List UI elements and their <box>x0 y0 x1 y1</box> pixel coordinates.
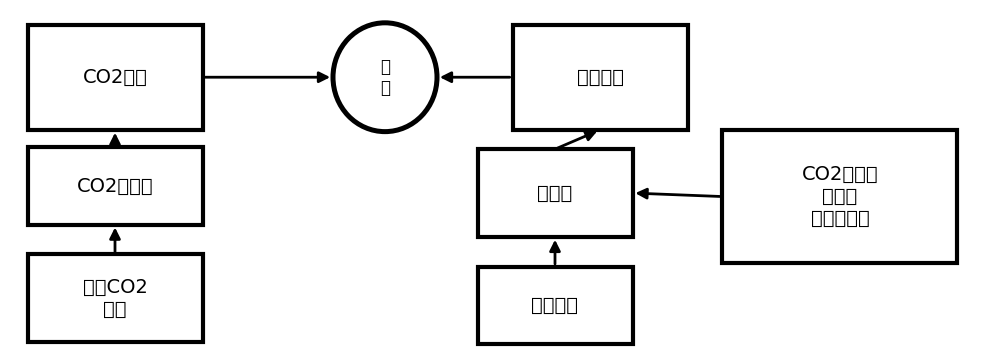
Bar <box>722 130 957 263</box>
Text: 酸液储罐: 酸液储罐 <box>532 296 578 315</box>
Ellipse shape <box>333 23 437 132</box>
Text: 酸液泵车: 酸液泵车 <box>576 68 624 87</box>
Bar <box>478 149 633 237</box>
Bar <box>28 254 202 342</box>
Bar <box>478 267 633 344</box>
Text: CO2泵车: CO2泵车 <box>83 68 147 87</box>
Text: CO2增压泵: CO2增压泵 <box>77 177 153 196</box>
Bar <box>28 25 202 130</box>
Bar <box>28 147 202 225</box>
Text: 液态CO2
储罐: 液态CO2 储罐 <box>83 278 147 319</box>
Text: 混砂车: 混砂车 <box>537 184 573 203</box>
Text: 井
口: 井 口 <box>380 58 390 97</box>
Text: CO2增稠剂
减阻剂
雾化稳定剂: CO2增稠剂 减阻剂 雾化稳定剂 <box>802 165 878 228</box>
Bar <box>512 25 688 130</box>
